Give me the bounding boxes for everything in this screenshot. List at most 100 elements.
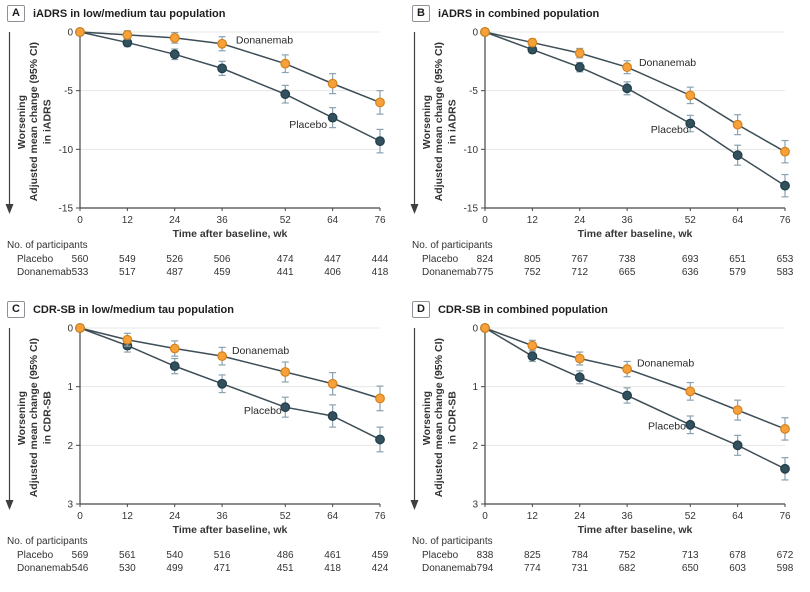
- data-point-marker: [75, 27, 85, 37]
- y-tick-label: -10: [464, 145, 479, 156]
- participant-count: 561: [119, 550, 136, 561]
- participants-row-label: Donanemab: [17, 563, 72, 574]
- participant-count: 418: [371, 267, 389, 278]
- data-point-marker: [685, 386, 696, 397]
- participants-header: No. of participants: [412, 536, 493, 547]
- y-axis-title-line1: Adjusted mean change (95% CI): [28, 338, 40, 498]
- series-placebo: [75, 323, 385, 453]
- x-tick-label: 12: [122, 215, 134, 226]
- y-tick-label: -5: [64, 86, 73, 97]
- panel-c: C CDR-SB in low/medium tau population Wo…: [0, 296, 405, 592]
- data-point-marker: [280, 367, 291, 377]
- participant-count: 499: [166, 563, 184, 574]
- data-point-marker: [732, 119, 743, 130]
- participants-header: No. of participants: [7, 240, 88, 251]
- x-tick-label: 12: [122, 511, 134, 522]
- participant-count: 678: [729, 550, 746, 561]
- panel-header: D CDR-SB in combined population: [412, 301, 608, 318]
- series-placebo: [480, 27, 790, 198]
- data-point-marker: [574, 62, 585, 73]
- participant-count: 487: [166, 267, 184, 278]
- participant-count: 752: [524, 267, 541, 278]
- panel-title: CDR-SB in low/medium tau population: [32, 303, 234, 316]
- participants-row: Placebo 824 805 767 738 693 651 653: [405, 253, 810, 266]
- participants-row: Donanemab 533 517 487 459 441 406 418: [0, 266, 405, 279]
- participant-count: 738: [618, 254, 636, 265]
- x-tick-label: 64: [732, 511, 744, 522]
- y-tick-label: -15: [464, 204, 479, 215]
- series-donanemab: [480, 323, 790, 441]
- participant-count: 731: [571, 563, 589, 574]
- panel-header: C CDR-SB in low/medium tau population: [7, 301, 234, 318]
- participant-count: 805: [524, 254, 541, 265]
- worsening-arrow-icon: [410, 32, 419, 214]
- data-point-marker: [780, 146, 790, 157]
- data-point-marker: [327, 378, 338, 389]
- data-point-marker: [780, 180, 790, 191]
- y-tick-label: 2: [67, 441, 73, 452]
- participant-count: 533: [71, 267, 89, 278]
- participants-rows: Placebo 560 549 526 506 474 447 444 Donanemab 533…: [0, 253, 405, 279]
- data-point-marker: [574, 48, 585, 59]
- data-point-marker: [375, 97, 385, 108]
- participants-row-label: Placebo: [17, 254, 54, 265]
- participants-row-label: Placebo: [422, 550, 459, 561]
- participant-count: 444: [371, 254, 389, 265]
- participant-count: 516: [213, 550, 231, 561]
- y-tick-label: 0: [67, 324, 73, 335]
- participants-table: No. of participants Placebo 824 805 767 738 6…: [405, 240, 810, 279]
- participant-count: 406: [324, 267, 341, 278]
- data-point-marker: [622, 83, 633, 94]
- data-point-marker: [327, 78, 338, 89]
- y-tick-label: 2: [472, 441, 478, 452]
- data-point-marker: [732, 150, 743, 161]
- participant-count: 767: [571, 254, 589, 265]
- series-label: Donanemab: [236, 35, 293, 47]
- y-tick-label: 3: [472, 500, 478, 511]
- data-point-marker: [122, 30, 133, 40]
- worsening-label: Worsening: [421, 94, 433, 150]
- x-tick-label: 36: [217, 511, 229, 522]
- x-tick-label: 36: [622, 215, 634, 226]
- x-tick-label: 52: [280, 511, 292, 522]
- data-point-marker: [375, 136, 385, 147]
- participant-count: 530: [119, 563, 136, 574]
- y-axis-title-line1: Adjusted mean change (95% CI): [433, 338, 445, 498]
- data-point-marker: [622, 62, 633, 73]
- participant-count: 424: [371, 563, 389, 574]
- participant-count: 712: [571, 267, 589, 278]
- data-point-marker: [685, 419, 696, 430]
- data-point-marker: [622, 364, 633, 374]
- data-point-marker: [217, 378, 228, 389]
- y-axis-block: Worsening Adjusted mean change (95% CI) …: [5, 326, 55, 510]
- y-axis-block: Worsening Adjusted mean change (95% CI) …: [5, 30, 55, 214]
- panel-title: iADRS in low/medium tau population: [32, 7, 226, 20]
- data-point-marker: [375, 434, 385, 445]
- x-tick-label: 0: [77, 511, 83, 522]
- data-point-marker: [732, 440, 743, 451]
- data-point-marker: [375, 393, 385, 404]
- participant-count: 546: [71, 563, 89, 574]
- y-tick-label: 0: [472, 28, 478, 39]
- participant-count: 650: [681, 563, 699, 574]
- participant-count: 569: [71, 550, 89, 561]
- panel-letter: A: [7, 5, 25, 22]
- x-tick-label: 12: [527, 511, 539, 522]
- participants-row-label: Placebo: [422, 254, 459, 265]
- x-tick-label: 0: [482, 215, 488, 226]
- participant-count: 517: [119, 267, 136, 278]
- data-point-marker: [685, 118, 696, 129]
- participant-count: 447: [324, 254, 341, 265]
- y-tick-label: -10: [59, 145, 74, 156]
- worsening-arrow-icon: [410, 328, 419, 510]
- panel-header: A iADRS in low/medium tau population: [7, 5, 225, 22]
- x-tick-label: 52: [280, 215, 292, 226]
- data-point-marker: [169, 343, 180, 354]
- y-tick-label: 1: [67, 382, 73, 393]
- series-label: Donanemab: [639, 57, 696, 69]
- panel-letter: C: [7, 301, 25, 318]
- data-point-marker: [574, 353, 585, 364]
- participants-row-label: Donanemab: [17, 267, 72, 278]
